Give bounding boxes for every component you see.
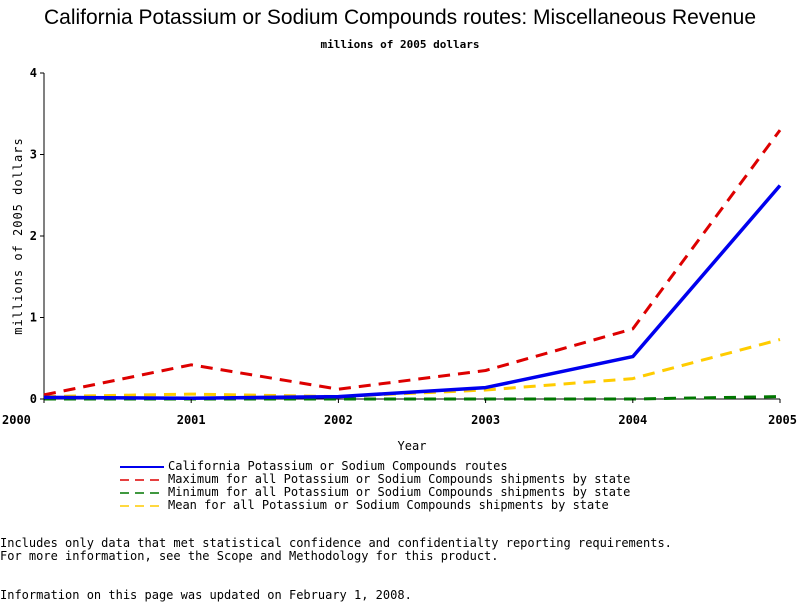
legend-swatch-mean [120, 505, 164, 507]
y-tick-label: 2 [30, 229, 37, 243]
y-tick-label: 1 [30, 311, 37, 325]
x-tick-label: 2000 [2, 413, 31, 427]
legend-swatch-minimum [120, 492, 164, 494]
x-tick-label: 2002 [324, 413, 353, 427]
y-tick-label: 0 [30, 392, 37, 406]
footnote-updated: Information on this page was updated on … [0, 588, 412, 602]
line-chart: 0 1 2 3 4 2000 2001 2002 2003 2004 2005 Year milli… [2, 66, 797, 453]
x-tick-label: 2003 [471, 413, 500, 427]
y-axis-title: millions of 2005 dollars [11, 137, 25, 334]
legend-swatch-maximum [120, 479, 164, 481]
series-line-maximum [43, 129, 782, 397]
y-tick-label: 4 [30, 66, 37, 80]
footnote-confidence: Includes only data that met statistical … [0, 536, 672, 550]
legend-label-minimum: Minimum for all Potassium or Sodium Comp… [168, 485, 631, 499]
legend-label-maximum: Maximum for all Potassium or Sodium Comp… [168, 472, 631, 486]
series-line-mean [43, 338, 781, 399]
series-line-california [43, 184, 782, 400]
chart-axes [43, 73, 780, 400]
legend-swatch-california [120, 466, 164, 468]
x-tick-label: 2001 [177, 413, 206, 427]
legend-label-mean: Mean for all Potassium or Sodium Compoun… [168, 498, 609, 512]
footnote-methodology: For more information, see the Scope and … [0, 549, 499, 563]
x-axis-title: Year [398, 439, 427, 453]
chart-ticks: 0 1 2 3 4 2000 2001 2002 2003 2004 2005 [2, 66, 797, 427]
y-tick-label: 3 [30, 148, 37, 162]
x-tick-label: 2005 [768, 413, 797, 427]
chart-series [43, 129, 782, 401]
chart-subtitle: millions of 2005 dollars [320, 38, 480, 51]
chart-title: California Potassium or Sodium Compounds… [43, 6, 757, 29]
x-tick-label: 2004 [618, 413, 647, 427]
legend-label-california: California Potassium or Sodium Compounds… [168, 459, 508, 473]
